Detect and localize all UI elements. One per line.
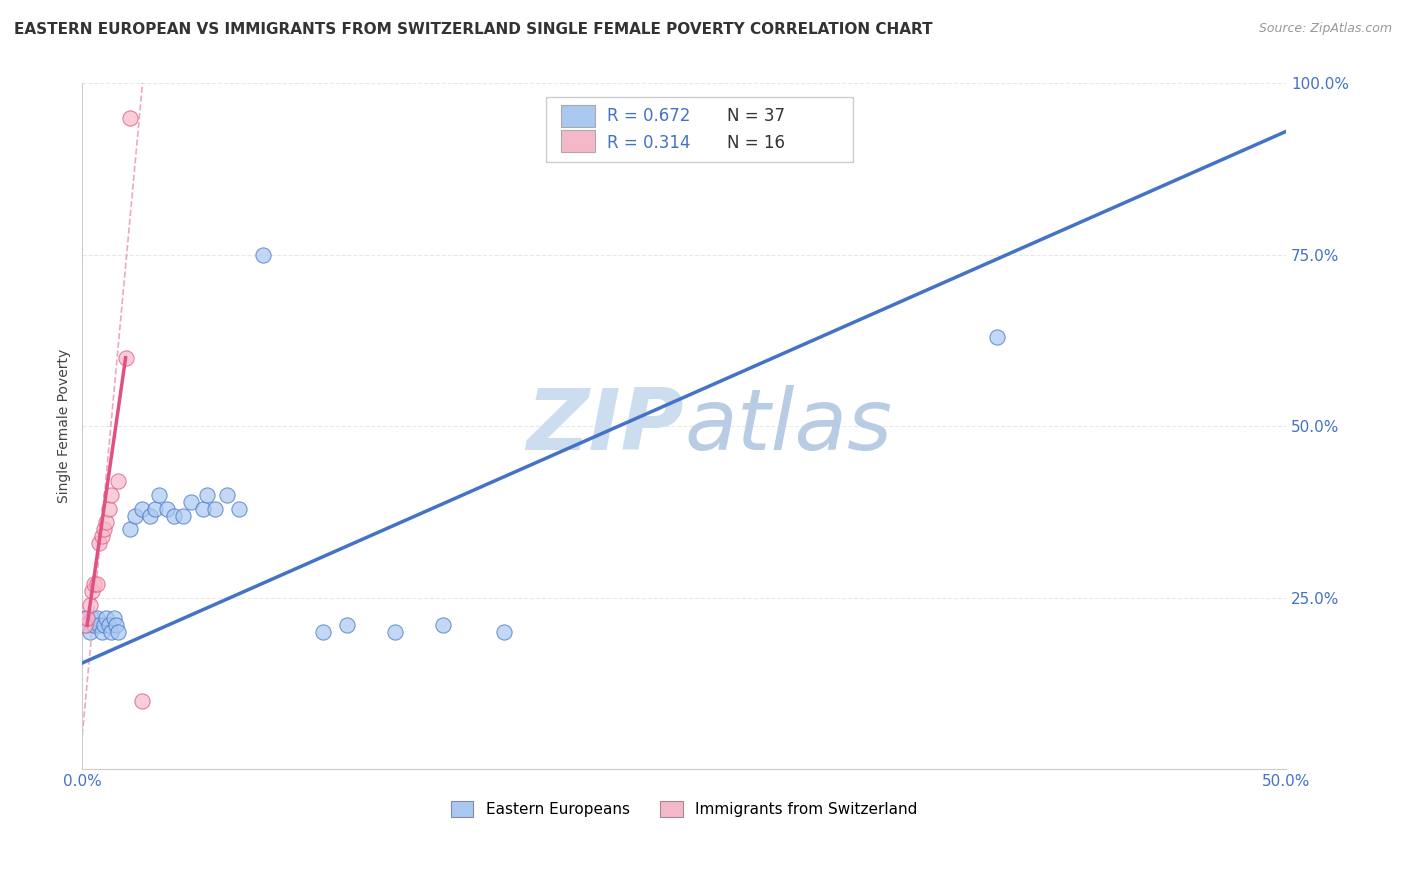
Point <box>89 618 111 632</box>
Point <box>215 488 238 502</box>
Point <box>80 584 103 599</box>
FancyBboxPatch shape <box>546 97 852 162</box>
Point <box>384 625 406 640</box>
Point <box>103 611 125 625</box>
Point <box>104 618 127 632</box>
Text: Source: ZipAtlas.com: Source: ZipAtlas.com <box>1258 22 1392 36</box>
Point <box>180 495 202 509</box>
Point <box>73 618 96 632</box>
Point <box>131 694 153 708</box>
Point <box>107 475 129 489</box>
Point <box>312 625 335 640</box>
Y-axis label: Single Female Poverty: Single Female Poverty <box>58 350 72 503</box>
Point <box>124 508 146 523</box>
Point <box>252 248 274 262</box>
Point <box>228 501 250 516</box>
Point <box>432 618 454 632</box>
Point <box>138 508 160 523</box>
Text: EASTERN EUROPEAN VS IMMIGRANTS FROM SWITZERLAND SINGLE FEMALE POVERTY CORRELATIO: EASTERN EUROPEAN VS IMMIGRANTS FROM SWIT… <box>14 22 932 37</box>
Point <box>107 625 129 640</box>
Point <box>93 522 115 536</box>
Point <box>120 522 142 536</box>
Point <box>86 611 108 625</box>
Text: ZIP: ZIP <box>526 384 685 468</box>
Point <box>79 625 101 640</box>
Point <box>148 488 170 502</box>
Point <box>100 488 122 502</box>
Text: N = 16: N = 16 <box>727 134 786 152</box>
Point <box>163 508 186 523</box>
Point <box>143 501 166 516</box>
Bar <box>561 130 595 152</box>
Point <box>191 501 214 516</box>
Point <box>986 330 1008 344</box>
Point <box>197 488 219 502</box>
Bar <box>561 104 595 127</box>
Point <box>76 618 98 632</box>
Point <box>155 501 177 516</box>
Point <box>90 625 112 640</box>
Point <box>96 516 118 530</box>
Point <box>114 351 136 365</box>
Point <box>120 111 142 125</box>
Point <box>73 611 96 625</box>
Point <box>204 501 226 516</box>
Point <box>97 618 120 632</box>
Point <box>96 611 118 625</box>
Point <box>172 508 194 523</box>
Point <box>79 598 101 612</box>
Point <box>131 501 153 516</box>
Text: R = 0.314: R = 0.314 <box>607 134 690 152</box>
Text: R = 0.672: R = 0.672 <box>607 107 690 126</box>
Point <box>83 618 105 632</box>
Point <box>336 618 359 632</box>
Point <box>100 625 122 640</box>
Legend: Eastern Europeans, Immigrants from Switzerland: Eastern Europeans, Immigrants from Switz… <box>444 795 924 823</box>
Point <box>83 577 105 591</box>
Point <box>86 577 108 591</box>
Point <box>90 529 112 543</box>
Point <box>492 625 515 640</box>
Point <box>93 618 115 632</box>
Point <box>76 611 98 625</box>
Text: N = 37: N = 37 <box>727 107 786 126</box>
Point <box>89 536 111 550</box>
Point <box>80 611 103 625</box>
Text: atlas: atlas <box>685 384 893 468</box>
Point <box>97 501 120 516</box>
